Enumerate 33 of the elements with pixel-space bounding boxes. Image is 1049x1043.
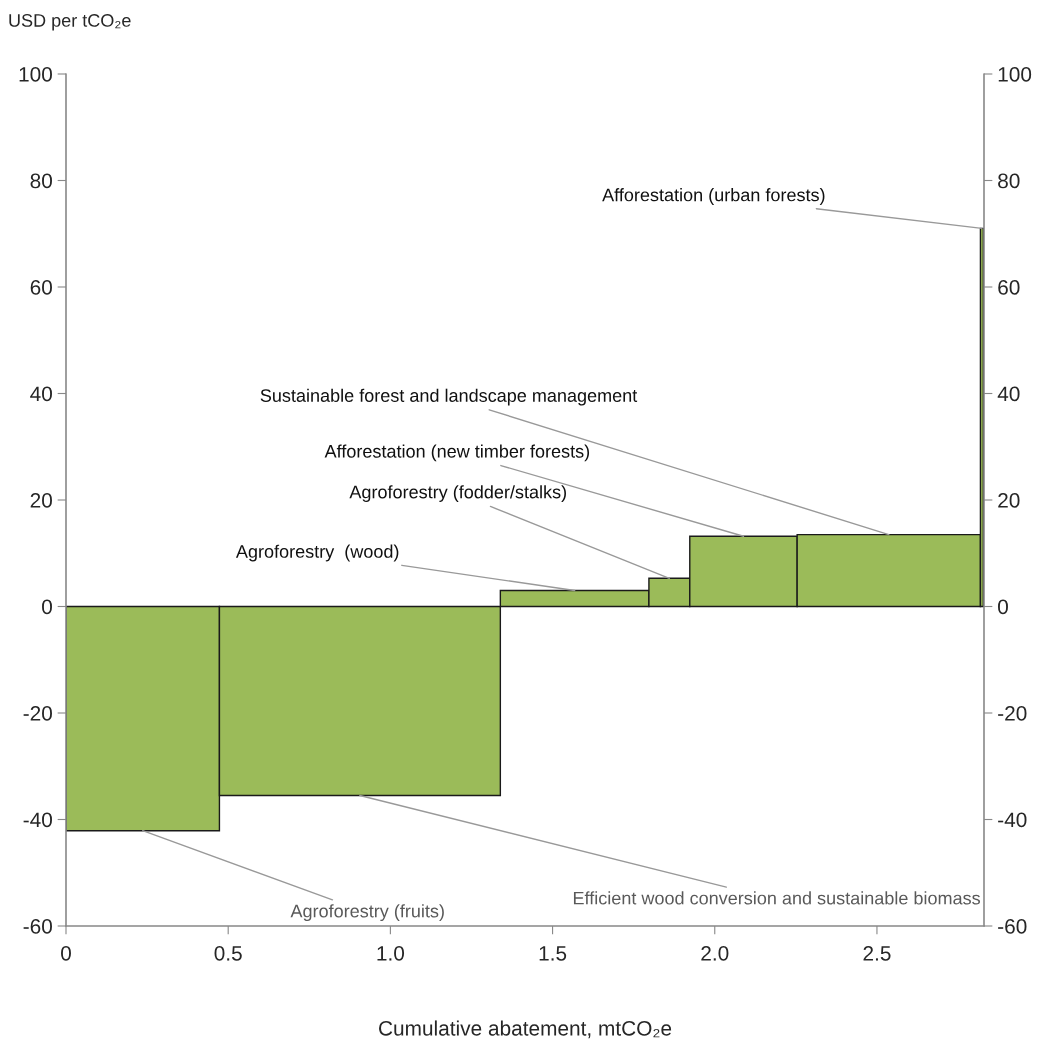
annotation: Sustainable forest and landscape management xyxy=(260,388,638,406)
annotation: Afforestation (new timber forests) xyxy=(324,444,590,462)
y-tick-label: 60 xyxy=(30,280,52,295)
y2-tick-label: 40 xyxy=(997,386,1020,402)
annotation: Efficient wood conversion and sustainable biomass xyxy=(573,891,980,905)
y2-tick-label: 80 xyxy=(998,173,1020,189)
y-tick-label: 0 xyxy=(42,599,52,615)
x-tick-label: 0.5 xyxy=(214,945,242,961)
x-tick-label: 2.0 xyxy=(701,945,729,961)
y-tick-label: 100 xyxy=(19,67,52,82)
y-tick-label: -60 xyxy=(23,919,52,934)
y2-tick-label: -20 xyxy=(998,706,1027,721)
y-tick-label: 40 xyxy=(30,386,52,402)
y-tick-label: -20 xyxy=(23,706,52,721)
y2-tick-label: -40 xyxy=(998,812,1027,828)
y-tick-label: 20 xyxy=(30,493,52,508)
annotation: Agroforestry (wood) xyxy=(235,544,399,562)
y2-tick-label: 60 xyxy=(998,280,1020,295)
annotation: Afforestation (urban forests) xyxy=(602,188,825,205)
x-tick-label: 1.5 xyxy=(539,946,567,961)
y-tick-label: 80 xyxy=(30,173,52,189)
x-tick-label: 0 xyxy=(61,945,71,961)
y2-tick-label: 100 xyxy=(998,67,1032,82)
x-tick-label: 2.5 xyxy=(863,945,891,961)
x-tick-label: 1.0 xyxy=(377,945,405,961)
annotation: Agroforestry (fruits) xyxy=(290,904,444,922)
x-axis-title: Cumulative abatement, mtCO₂e xyxy=(379,1020,672,1039)
y-axis-title: USD per tCO₂e xyxy=(9,14,131,31)
annotation: Agroforestry (fodder/stalks) xyxy=(349,485,566,502)
y2-tick-label: 0 xyxy=(998,599,1008,615)
y-tick-label: -40 xyxy=(23,812,52,828)
y2-tick-label: 20 xyxy=(998,493,1020,508)
y2-tick-label: -60 xyxy=(998,919,1027,934)
